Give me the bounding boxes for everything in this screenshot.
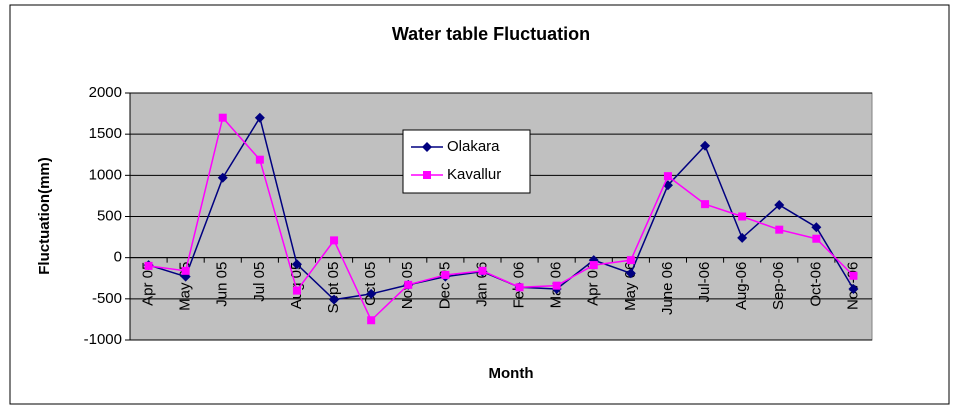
x-tick-label: Oct-06 <box>807 262 824 307</box>
y-axis-label: Fluctuation(mm) <box>36 157 53 275</box>
data-point <box>367 316 376 325</box>
data-point <box>478 266 487 275</box>
legend <box>402 129 531 194</box>
x-tick-label: Oct 05 <box>362 262 379 306</box>
x-tick-label: Apr 05 <box>140 262 157 306</box>
data-point <box>663 172 672 181</box>
data-point <box>291 259 302 270</box>
data-point <box>552 281 561 290</box>
data-point <box>812 234 821 243</box>
data-point <box>366 288 377 299</box>
legend-label: Kavallur <box>447 166 501 183</box>
data-point <box>811 222 822 233</box>
data-point <box>404 280 413 289</box>
data-point <box>217 172 228 183</box>
data-point <box>515 283 524 292</box>
data-point <box>738 212 747 221</box>
x-tick-label: Dec 05 <box>436 262 453 310</box>
x-tick-label: Sept 05 <box>325 262 342 314</box>
series-line <box>148 116 854 322</box>
x-tick-label: Sep-06 <box>770 262 787 310</box>
data-point <box>181 266 190 275</box>
data-point <box>848 283 859 294</box>
x-tick-label: Jul-06 <box>696 262 713 303</box>
x-tick-label: Apr 06 <box>585 262 602 306</box>
data-point <box>625 268 636 279</box>
data-point <box>626 256 635 265</box>
x-tick-label: Jun 05 <box>214 262 231 307</box>
data-point <box>255 155 264 164</box>
data-point <box>330 236 339 245</box>
legend-marker <box>423 171 431 179</box>
data-point <box>218 113 227 122</box>
x-axis-label: Month <box>489 365 534 382</box>
x-tick-label: June 06 <box>659 262 676 315</box>
y-tick-label: 2000 <box>89 84 122 101</box>
y-tick-label: 500 <box>97 207 122 224</box>
data-point <box>441 270 450 279</box>
data-point <box>144 261 153 270</box>
data-point <box>254 112 265 123</box>
data-point <box>292 286 301 295</box>
data-point <box>589 261 598 270</box>
data-point <box>774 199 785 210</box>
y-tick-label: -1000 <box>84 331 122 348</box>
data-point <box>775 225 784 234</box>
y-tick-label: 1000 <box>89 166 122 183</box>
data-point <box>700 140 711 151</box>
y-tick-label: 1500 <box>89 125 122 142</box>
x-tick-label: Jul 05 <box>251 262 268 302</box>
data-point <box>701 200 710 209</box>
chart-title: Water table Fluctuation <box>392 24 590 44</box>
legend-marker <box>422 142 432 152</box>
data-point <box>329 294 340 305</box>
x-tick-label: Aug-06 <box>733 262 750 310</box>
y-tick-label: -500 <box>92 290 122 307</box>
y-tick-label: 0 <box>114 249 122 266</box>
data-point <box>737 232 748 243</box>
legend-label: Olakara <box>447 138 500 155</box>
data-point <box>849 271 858 280</box>
